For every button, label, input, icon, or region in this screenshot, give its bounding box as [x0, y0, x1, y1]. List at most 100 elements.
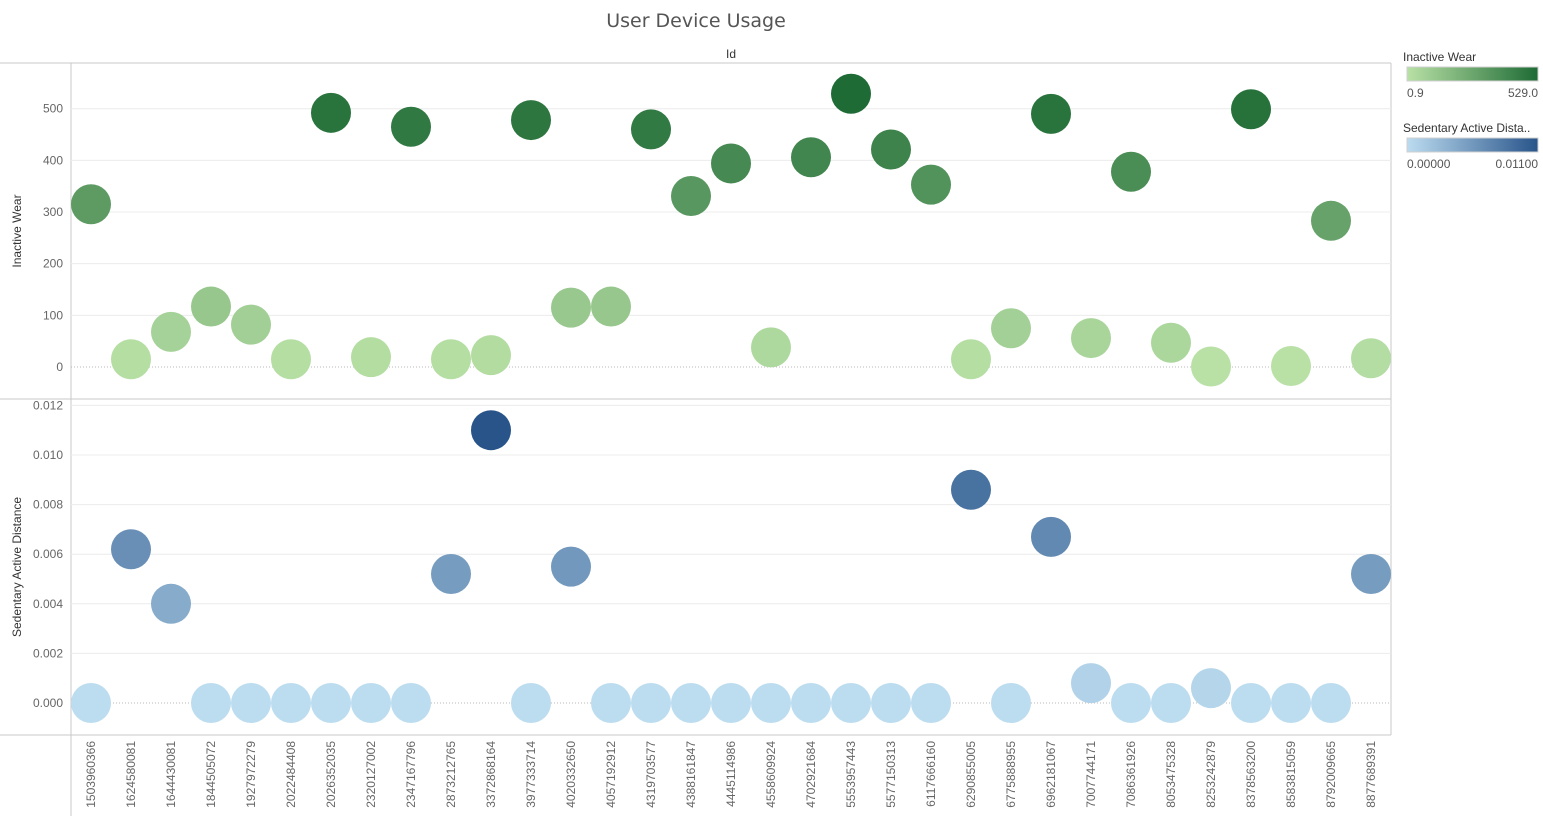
data-point[interactable]	[711, 683, 751, 723]
data-point[interactable]	[791, 137, 831, 178]
x-tick-label: 5553957443	[844, 741, 858, 808]
data-point[interactable]	[871, 129, 911, 170]
data-point[interactable]	[391, 683, 431, 723]
data-point[interactable]	[1031, 93, 1071, 134]
y-tick-label: 300	[43, 205, 63, 219]
data-point[interactable]	[311, 92, 351, 133]
data-point[interactable]	[1311, 683, 1351, 723]
data-point[interactable]	[631, 109, 671, 150]
data-point[interactable]	[191, 683, 231, 723]
data-point[interactable]	[751, 327, 791, 368]
legend-min-label: 0.9	[1407, 86, 1424, 100]
data-point[interactable]	[351, 683, 391, 723]
data-point[interactable]	[591, 683, 631, 723]
x-axis-labels: 1503960366 1624580081 1644430081 1844505072…	[84, 741, 1378, 808]
x-tick-label: 6775888955	[1004, 741, 1018, 808]
x-tick-label: 8378563200	[1244, 741, 1258, 808]
data-point[interactable]	[1071, 663, 1111, 704]
data-point[interactable]	[1111, 151, 1151, 192]
data-point[interactable]	[631, 683, 671, 723]
data-point[interactable]	[1231, 683, 1271, 723]
data-point[interactable]	[1271, 683, 1311, 723]
data-point[interactable]	[71, 184, 111, 225]
data-point[interactable]	[591, 286, 631, 327]
data-point[interactable]	[71, 683, 111, 723]
data-point[interactable]	[1191, 668, 1231, 709]
x-tick-label: 2873212765	[444, 741, 458, 808]
data-point[interactable]	[1151, 322, 1191, 363]
data-point[interactable]	[751, 683, 791, 723]
data-point[interactable]	[431, 554, 471, 595]
data-point[interactable]	[191, 286, 231, 327]
x-tick-label: 1644430081	[164, 741, 178, 808]
data-point[interactable]	[1151, 683, 1191, 723]
data-point[interactable]	[111, 529, 151, 570]
x-tick-label: 8792009665	[1324, 741, 1338, 808]
x-tick-label: 2320127002	[364, 741, 378, 808]
x-tick-label: 6962181067	[1044, 741, 1058, 808]
data-point[interactable]	[1231, 89, 1271, 130]
data-point[interactable]	[271, 339, 311, 380]
data-point[interactable]	[991, 308, 1031, 349]
data-point[interactable]	[671, 683, 711, 723]
data-point[interactable]	[231, 683, 271, 723]
data-point[interactable]	[271, 683, 311, 723]
data-point[interactable]	[911, 683, 951, 723]
data-point[interactable]	[151, 583, 191, 624]
data-point[interactable]	[391, 106, 431, 147]
y-tick-label: 100	[43, 308, 63, 322]
data-point[interactable]	[1351, 338, 1391, 379]
data-point[interactable]	[151, 311, 191, 352]
legend-min-label: 0.00000	[1407, 157, 1451, 171]
data-point[interactable]	[111, 339, 151, 380]
data-point[interactable]	[671, 176, 711, 217]
data-point[interactable]	[311, 683, 351, 723]
data-point[interactable]	[431, 339, 471, 380]
data-point[interactable]	[1191, 346, 1231, 387]
data-point[interactable]	[791, 683, 831, 723]
data-point[interactable]	[471, 335, 511, 376]
y-axis-title: Sedentary Active Distance	[10, 497, 24, 637]
data-point[interactable]	[711, 143, 751, 184]
data-point[interactable]	[1111, 683, 1151, 723]
data-point[interactable]	[991, 683, 1031, 723]
data-point[interactable]	[911, 164, 951, 205]
data-point[interactable]	[1271, 345, 1311, 386]
data-point[interactable]	[951, 469, 991, 510]
x-tick-label: 4020332650	[564, 741, 578, 808]
legend-sedentary: Sedentary Active Dista.. 0.00000 0.01100	[1403, 121, 1539, 171]
panel-inactive-wear: 0 100 200 300 400 500 Inactive Wear	[10, 73, 1391, 387]
y-tick-label: 0.002	[33, 646, 63, 660]
data-point[interactable]	[551, 546, 591, 587]
data-point[interactable]	[831, 683, 871, 723]
data-point[interactable]	[1351, 554, 1391, 595]
data-point[interactable]	[951, 339, 991, 380]
data-point[interactable]	[351, 337, 391, 378]
x-tick-label: 1624580081	[124, 741, 138, 808]
y-tick-label: 0	[56, 360, 63, 374]
x-tick-label: 3977333714	[524, 741, 538, 808]
legend-color-ramp	[1406, 137, 1539, 153]
y-tick-label: 0.008	[33, 498, 63, 512]
data-point[interactable]	[551, 287, 591, 328]
data-point[interactable]	[1031, 516, 1071, 557]
data-point[interactable]	[1071, 318, 1111, 359]
x-tick-label: 1844505072	[204, 741, 218, 808]
x-tick-label: 4388161847	[684, 741, 698, 808]
x-tick-label: 4319703577	[644, 741, 658, 808]
x-tick-label: 4445114986	[724, 741, 738, 807]
data-point[interactable]	[471, 410, 511, 451]
legend-title: Sedentary Active Dista..	[1403, 121, 1530, 135]
x-tick-label: 8877689391	[1364, 741, 1378, 808]
data-point[interactable]	[511, 683, 551, 723]
legend-inactive-wear: Inactive Wear 0.9 529.0	[1403, 50, 1539, 100]
x-tick-label: 2026352035	[324, 741, 338, 808]
data-point[interactable]	[1311, 200, 1351, 241]
data-point[interactable]	[831, 73, 871, 114]
data-point[interactable]	[871, 683, 911, 723]
data-point[interactable]	[231, 304, 271, 345]
x-tick-label: 4558609924	[764, 741, 778, 808]
x-tick-label: 6290855005	[964, 741, 978, 808]
data-point[interactable]	[511, 100, 551, 141]
